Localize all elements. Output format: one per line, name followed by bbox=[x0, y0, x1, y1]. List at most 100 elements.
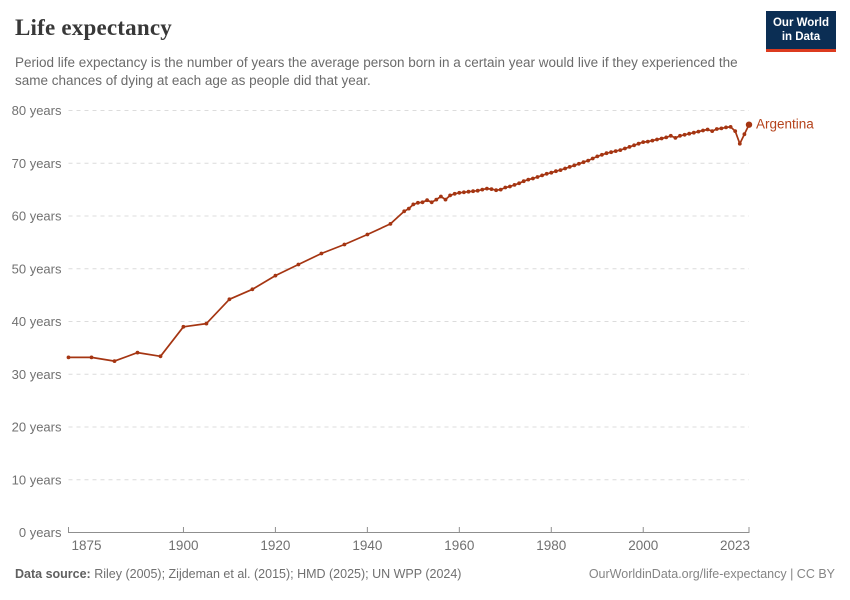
data-point-marker[interactable] bbox=[448, 193, 452, 198]
series-line[interactable] bbox=[68, 124, 750, 362]
data-point-marker[interactable] bbox=[485, 186, 489, 191]
data-point-marker[interactable] bbox=[714, 127, 719, 131]
owid-logo-line1: Our World bbox=[772, 17, 829, 29]
data-point-marker[interactable] bbox=[728, 125, 733, 129]
data-point-marker[interactable] bbox=[135, 350, 140, 355]
data-point-marker[interactable] bbox=[613, 149, 618, 154]
data-point-marker[interactable] bbox=[595, 154, 600, 159]
data-point-marker[interactable] bbox=[701, 128, 705, 133]
data-point-marker[interactable] bbox=[737, 141, 742, 146]
data-point-marker[interactable] bbox=[503, 185, 508, 190]
data-point-marker[interactable] bbox=[627, 145, 632, 149]
data-point-marker[interactable] bbox=[691, 130, 696, 135]
y-axis-tick-label: 80 years bbox=[12, 103, 62, 118]
owid-url-license[interactable]: OurWorldinData.org/life-expectancy | CC … bbox=[588, 567, 835, 581]
data-point-marker[interactable] bbox=[586, 158, 590, 163]
data-point-marker[interactable] bbox=[494, 188, 498, 193]
data-point-marker[interactable] bbox=[89, 355, 94, 360]
data-point-marker[interactable] bbox=[609, 150, 613, 155]
data-point-marker[interactable] bbox=[480, 187, 485, 192]
data-point-marker[interactable] bbox=[471, 189, 475, 194]
data-point-marker[interactable] bbox=[682, 132, 687, 137]
data-point-marker[interactable] bbox=[558, 168, 563, 173]
data-point-marker[interactable] bbox=[420, 200, 425, 205]
data-point-marker[interactable] bbox=[664, 135, 669, 140]
data-point-marker[interactable] bbox=[425, 198, 429, 203]
data-point-marker[interactable] bbox=[429, 200, 434, 205]
data-point-marker[interactable] bbox=[655, 137, 659, 142]
data-point-marker[interactable] bbox=[724, 125, 728, 130]
data-point-marker[interactable] bbox=[204, 321, 209, 326]
data-point-marker[interactable] bbox=[650, 138, 655, 143]
data-point-marker[interactable] bbox=[365, 232, 370, 237]
data-point-marker[interactable] bbox=[466, 189, 471, 194]
data-point-marker[interactable] bbox=[498, 187, 503, 192]
data-point-marker[interactable] bbox=[521, 179, 526, 184]
data-point-marker[interactable] bbox=[567, 165, 572, 169]
data-point-marker[interactable] bbox=[517, 181, 521, 186]
data-point-marker[interactable] bbox=[668, 133, 673, 138]
data-point-marker[interactable] bbox=[526, 177, 531, 182]
line-chart[interactable]: 0 years 10 years 20 years 30 years 40 years 5… bbox=[0, 0, 850, 560]
x-axis-tick-label: 2023 bbox=[720, 538, 750, 553]
data-point-marker[interactable] bbox=[604, 151, 609, 156]
data-point-marker[interactable] bbox=[416, 200, 420, 205]
data-point-marker[interactable] bbox=[535, 175, 540, 179]
data-point-marker[interactable] bbox=[439, 194, 443, 199]
data-source-label: Data source: bbox=[15, 567, 91, 581]
data-point-marker[interactable] bbox=[554, 169, 558, 174]
data-point-marker[interactable] bbox=[319, 251, 324, 256]
data-point-marker[interactable] bbox=[696, 129, 701, 134]
data-point-marker[interactable] bbox=[673, 136, 678, 140]
data-point-marker[interactable] bbox=[452, 191, 457, 196]
data-point-marker[interactable] bbox=[544, 171, 549, 176]
owid-logo[interactable]: Our World in Data bbox=[765, 11, 836, 52]
data-point-marker[interactable] bbox=[577, 161, 581, 166]
data-point-marker[interactable] bbox=[508, 184, 512, 189]
data-point-marker[interactable] bbox=[710, 129, 715, 134]
data-point-marker[interactable] bbox=[641, 140, 646, 145]
data-point-marker[interactable] bbox=[296, 262, 301, 267]
data-point-marker[interactable] bbox=[406, 206, 411, 211]
data-point-marker[interactable] bbox=[659, 136, 664, 141]
data-point-marker[interactable] bbox=[719, 126, 724, 131]
data-point-marker[interactable] bbox=[489, 187, 494, 192]
data-point-marker[interactable] bbox=[600, 152, 604, 157]
data-point-marker[interactable] bbox=[581, 160, 586, 165]
data-point-marker[interactable] bbox=[457, 190, 462, 195]
data-point-marker[interactable] bbox=[687, 131, 692, 136]
data-point-marker[interactable] bbox=[572, 163, 577, 168]
data-point-marker[interactable] bbox=[563, 166, 567, 171]
data-point-marker[interactable] bbox=[388, 222, 393, 226]
data-point-marker[interactable] bbox=[158, 354, 163, 359]
data-point-marker[interactable] bbox=[443, 197, 448, 202]
data-point-marker[interactable] bbox=[512, 183, 517, 187]
data-point-marker[interactable] bbox=[273, 273, 278, 278]
data-point-marker[interactable] bbox=[434, 197, 439, 202]
data-point-marker[interactable] bbox=[181, 324, 186, 329]
data-point-marker[interactable] bbox=[705, 127, 710, 132]
data-point-marker[interactable] bbox=[590, 156, 595, 161]
data-point-marker[interactable] bbox=[618, 148, 623, 153]
data-point-marker[interactable] bbox=[636, 141, 641, 146]
data-point-marker[interactable] bbox=[742, 132, 747, 137]
data-point-marker[interactable] bbox=[645, 139, 650, 144]
data-point-marker[interactable] bbox=[549, 170, 554, 175]
data-point-marker[interactable] bbox=[475, 188, 480, 193]
data-point-marker[interactable] bbox=[678, 133, 682, 138]
data-point-marker[interactable] bbox=[402, 209, 407, 214]
data-point-marker[interactable] bbox=[250, 287, 255, 292]
series-label[interactable]: Argentina bbox=[756, 117, 814, 132]
data-point-marker[interactable] bbox=[112, 359, 117, 363]
data-point-marker[interactable] bbox=[462, 190, 466, 195]
data-point-marker[interactable] bbox=[540, 173, 544, 178]
data-point-marker[interactable] bbox=[227, 297, 232, 302]
data-point-marker[interactable] bbox=[632, 143, 636, 148]
data-point-marker[interactable] bbox=[623, 146, 627, 151]
data-point-marker[interactable] bbox=[342, 242, 347, 247]
data-point-marker[interactable] bbox=[66, 355, 71, 360]
data-point-marker[interactable] bbox=[531, 176, 535, 181]
data-point-marker[interactable] bbox=[411, 202, 416, 207]
series-endpoint-marker[interactable] bbox=[745, 121, 753, 128]
data-point-marker[interactable] bbox=[733, 129, 738, 134]
